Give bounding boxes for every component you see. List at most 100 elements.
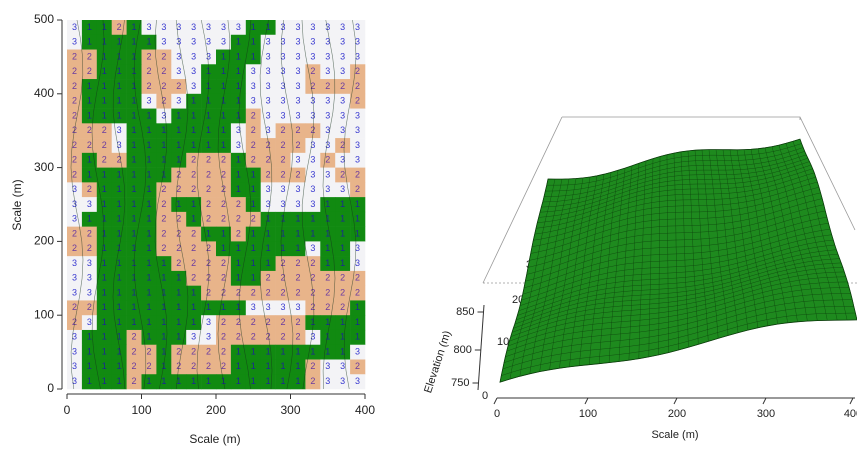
cell-label: 2: [161, 243, 166, 253]
cell-label: 1: [102, 332, 107, 342]
y-tick-label: 0: [47, 381, 54, 395]
cell-label: 1: [295, 228, 300, 238]
cell-label: 2: [295, 332, 300, 342]
cell-label: 2: [221, 214, 226, 224]
cell-label: 2: [221, 287, 226, 297]
cell-label: 3: [325, 184, 330, 194]
x-tick: [494, 398, 497, 404]
cell-label: 3: [87, 287, 92, 297]
cell-label: 1: [102, 96, 107, 106]
x-tick: [763, 398, 766, 404]
cell-label: 2: [251, 317, 256, 327]
cell-label: 1: [117, 169, 122, 179]
cell-label: 1: [281, 361, 286, 371]
cell-label: 1: [117, 361, 122, 371]
cell-label: 1: [236, 184, 241, 194]
cell-label: 2: [325, 273, 330, 283]
cell-label: 1: [146, 199, 151, 209]
cell-label: 2: [281, 155, 286, 165]
cell-label: 3: [72, 22, 77, 32]
cell-label: 1: [191, 96, 196, 106]
cell-label: 2: [266, 155, 271, 165]
cell-label: 2: [251, 140, 256, 150]
cell-label: 1: [102, 184, 107, 194]
cell-label: 1: [146, 110, 151, 120]
cell-label: 3: [295, 37, 300, 47]
cell-label: 3: [87, 199, 92, 209]
cell-label: 2: [266, 287, 271, 297]
cell-label: 1: [206, 376, 211, 386]
cell-label: 1: [117, 96, 122, 106]
cell-label: 2: [87, 140, 92, 150]
cell-label: 1: [251, 184, 256, 194]
cell-label: 3: [355, 140, 360, 150]
cell-label: 3: [206, 51, 211, 61]
cell-label: 3: [221, 37, 226, 47]
cell-label: 2: [355, 273, 360, 283]
cell-label: 2: [87, 125, 92, 135]
cell-label: 3: [340, 125, 345, 135]
cell-label: 1: [266, 361, 271, 371]
cell-label: 2: [161, 228, 166, 238]
cell-label: 3: [340, 110, 345, 120]
cell-label: 2: [191, 273, 196, 283]
cell-label: 1: [161, 140, 166, 150]
cell-label: 2: [236, 199, 241, 209]
cell-label: 1: [146, 169, 151, 179]
cell-label: 3: [206, 317, 211, 327]
cell-label: 2: [72, 228, 77, 238]
y-tick-label: 100: [34, 307, 54, 321]
x-tick-label: 200: [206, 403, 226, 417]
y-axis-label: Scale (m): [10, 179, 24, 230]
cell-label: 3: [281, 184, 286, 194]
cell-label: 2: [72, 155, 77, 165]
cell-label: 1: [281, 346, 286, 356]
cell-label: 2: [146, 66, 151, 76]
cell-label: 3: [295, 155, 300, 165]
cell-label: 1: [117, 317, 122, 327]
cell-label: 1: [221, 110, 226, 120]
cell-label: 3: [266, 125, 271, 135]
cell-label: 1: [340, 317, 345, 327]
cell-label: 2: [295, 287, 300, 297]
cell-label: 1: [236, 51, 241, 61]
cell-label: 2: [206, 155, 211, 165]
cell-label: 1: [206, 302, 211, 312]
cell-label: 1: [161, 258, 166, 268]
cell-label: 3: [281, 66, 286, 76]
cell-label: 3: [355, 125, 360, 135]
cell-label: 3: [206, 22, 211, 32]
cell-label: 3: [266, 302, 271, 312]
cell-label: 1: [132, 140, 137, 150]
cell-label: 1: [325, 199, 330, 209]
cell-label: 2: [191, 184, 196, 194]
cell-label: 1: [132, 169, 137, 179]
cell-label: 3: [191, 81, 196, 91]
cell-label: 1: [355, 332, 360, 342]
cell-label: 1: [236, 302, 241, 312]
cell-label: 1: [102, 346, 107, 356]
cell-label: 2: [87, 228, 92, 238]
cell-label: 2: [132, 332, 137, 342]
cell-label: 1: [221, 243, 226, 253]
cell-label: 1: [132, 243, 137, 253]
cell-label: 1: [236, 110, 241, 120]
cell-label: 1: [176, 273, 181, 283]
cell-label: 3: [281, 110, 286, 120]
cell-label: 3: [206, 332, 211, 342]
cell-label: 2: [102, 155, 107, 165]
cell-label: 2: [161, 214, 166, 224]
cell-label: 2: [251, 287, 256, 297]
cell-label: 2: [236, 228, 241, 238]
cell-label: 2: [206, 346, 211, 356]
cell-label: 2: [117, 22, 122, 32]
cell-label: 2: [355, 66, 360, 76]
x-axis-label: Scale (m): [189, 432, 240, 446]
cell-label: 1: [266, 346, 271, 356]
cell-label: 3: [340, 184, 345, 194]
cell-label: 3: [295, 199, 300, 209]
cell-label: 1: [251, 258, 256, 268]
cell-label: 3: [251, 66, 256, 76]
cell-label: 1: [132, 155, 137, 165]
cell-label: 3: [266, 81, 271, 91]
